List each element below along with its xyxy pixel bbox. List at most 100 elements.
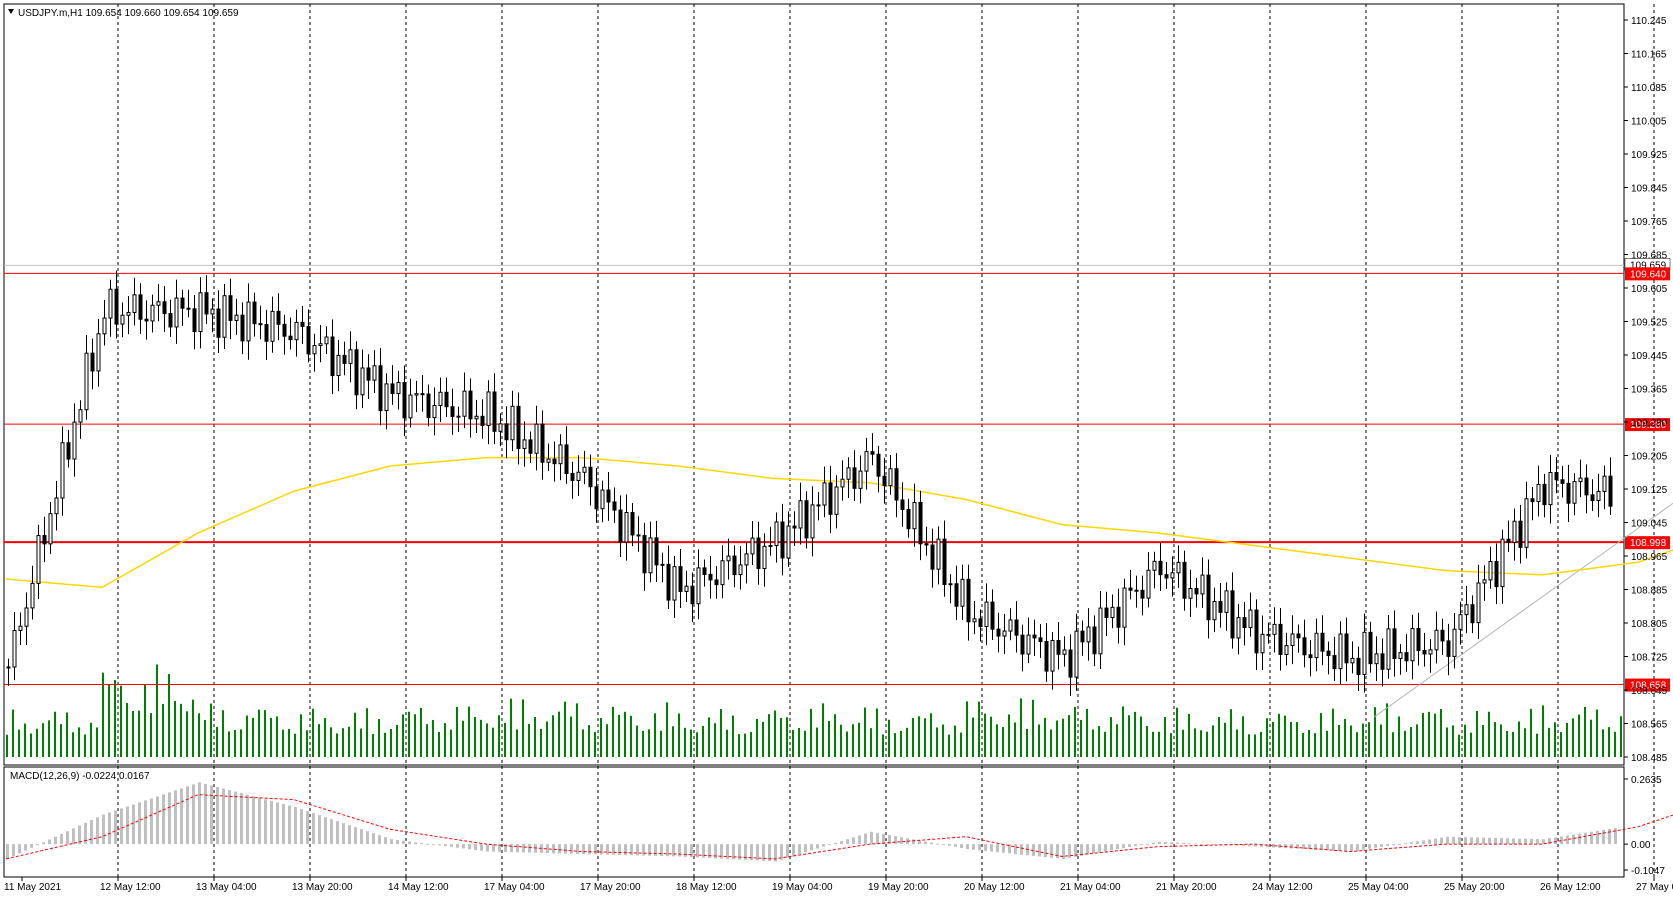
volume-bar — [642, 730, 644, 757]
macd-histogram-bar — [738, 844, 741, 860]
macd-histogram-bar — [306, 811, 309, 845]
candle-body — [114, 288, 119, 325]
macd-histogram-bar — [606, 844, 609, 855]
chevron-down-icon[interactable] — [8, 9, 14, 14]
candle-body — [1536, 483, 1541, 503]
volume-bar — [264, 710, 266, 757]
candle-body — [1032, 634, 1037, 639]
volume-bar — [1284, 715, 1286, 757]
macd-histogram-bar — [1440, 837, 1443, 845]
macd-histogram-bar — [876, 832, 879, 845]
macd-histogram-bar — [804, 844, 807, 853]
price-tick-label: 109.525 — [1631, 318, 1668, 329]
macd-histogram-bar — [1344, 844, 1347, 852]
candle-body — [696, 567, 701, 605]
volume-bar — [378, 719, 380, 757]
macd-histogram-bar — [984, 844, 987, 851]
volume-bar — [210, 703, 212, 757]
macd-histogram-bar — [822, 844, 825, 847]
macd-histogram-bar — [888, 835, 891, 845]
volume-bar — [906, 727, 908, 757]
macd-histogram-bar — [102, 814, 105, 845]
macd-panel-frame — [3, 766, 1625, 878]
volume-bar — [636, 725, 638, 757]
candle-body — [1404, 652, 1409, 662]
candle-body — [846, 467, 851, 480]
candle-body — [1092, 626, 1097, 655]
volume-bar — [1326, 730, 1328, 757]
volume-bar — [960, 732, 962, 757]
macd-histogram-bar — [624, 844, 627, 856]
symbol-header: USDJPY.m,H1 109.654 109.660 109.654 109.… — [18, 8, 239, 19]
macd-histogram-bar — [426, 843, 429, 845]
price-tick-label: 110.085 — [1631, 83, 1667, 94]
candle-body — [708, 573, 713, 581]
macd-histogram-bar — [1494, 837, 1497, 845]
volume-bar — [186, 711, 188, 757]
macd-histogram-bar — [1044, 844, 1047, 858]
macd-histogram-bar — [1308, 844, 1311, 850]
macd-histogram-bar — [1152, 842, 1155, 845]
volume-bar — [96, 727, 98, 757]
volume-bar — [234, 729, 236, 757]
time-tick-label: 19 May 04:00 — [772, 882, 833, 893]
candle-body — [1314, 632, 1319, 659]
macd-histogram-bar — [996, 844, 999, 853]
candle-body — [1398, 652, 1403, 660]
trend-line[interactable] — [1373, 206, 1673, 718]
volume-bar — [756, 718, 758, 757]
macd-histogram-bar — [72, 828, 75, 845]
macd-histogram-bar — [552, 844, 555, 854]
volume-bar — [102, 672, 104, 757]
candle-body — [1446, 640, 1451, 657]
macd-histogram-bar — [1368, 844, 1371, 849]
macd-tick-label: 0.00 — [1631, 840, 1651, 851]
volume-bar — [648, 729, 650, 757]
candle-body — [768, 544, 773, 547]
candle-body — [1374, 653, 1379, 665]
volume-bar — [1056, 720, 1058, 757]
volume-bar — [282, 729, 284, 757]
volume-bar — [936, 727, 938, 757]
macd-histogram-bar — [672, 844, 675, 857]
candle-body — [918, 501, 923, 545]
candle-body — [900, 499, 905, 510]
volume-bar — [1344, 718, 1346, 757]
macd-histogram-bar — [300, 809, 303, 845]
volume-bar — [720, 709, 722, 757]
macd-histogram-bar — [120, 808, 123, 845]
volume-bar — [120, 685, 122, 757]
volume-bar — [864, 707, 866, 757]
candle-body — [1410, 628, 1415, 662]
volume-bar — [1542, 705, 1544, 757]
macd-histogram-bar — [588, 844, 591, 855]
price-tick-label: 109.045 — [1631, 519, 1668, 530]
volume-bar — [1422, 712, 1424, 757]
macd-histogram-bar — [936, 843, 939, 845]
volume-bar — [1128, 715, 1130, 757]
macd-histogram-bar — [1116, 844, 1119, 850]
candle-body — [660, 563, 665, 566]
candle-body — [168, 313, 173, 328]
macd-histogram-bar — [186, 786, 189, 845]
macd-histogram-bar — [528, 844, 531, 853]
volume-bar — [444, 723, 446, 757]
volume-bar — [1356, 732, 1358, 757]
volume-bar — [522, 699, 524, 757]
candle-body — [450, 406, 455, 417]
volume-bar — [570, 716, 572, 757]
candle-body — [342, 354, 347, 364]
candle-body — [876, 453, 881, 477]
volume-bar — [216, 726, 218, 757]
macd-histogram-bar — [570, 844, 573, 854]
volume-bar — [1020, 698, 1022, 757]
trend-line-segment[interactable] — [1373, 206, 1673, 718]
candle-body — [720, 560, 725, 586]
macd-histogram-bar — [432, 844, 435, 846]
macd-histogram-bar — [396, 839, 399, 845]
macd-histogram-bar — [66, 831, 69, 845]
macd-histogram-bar — [942, 844, 945, 846]
